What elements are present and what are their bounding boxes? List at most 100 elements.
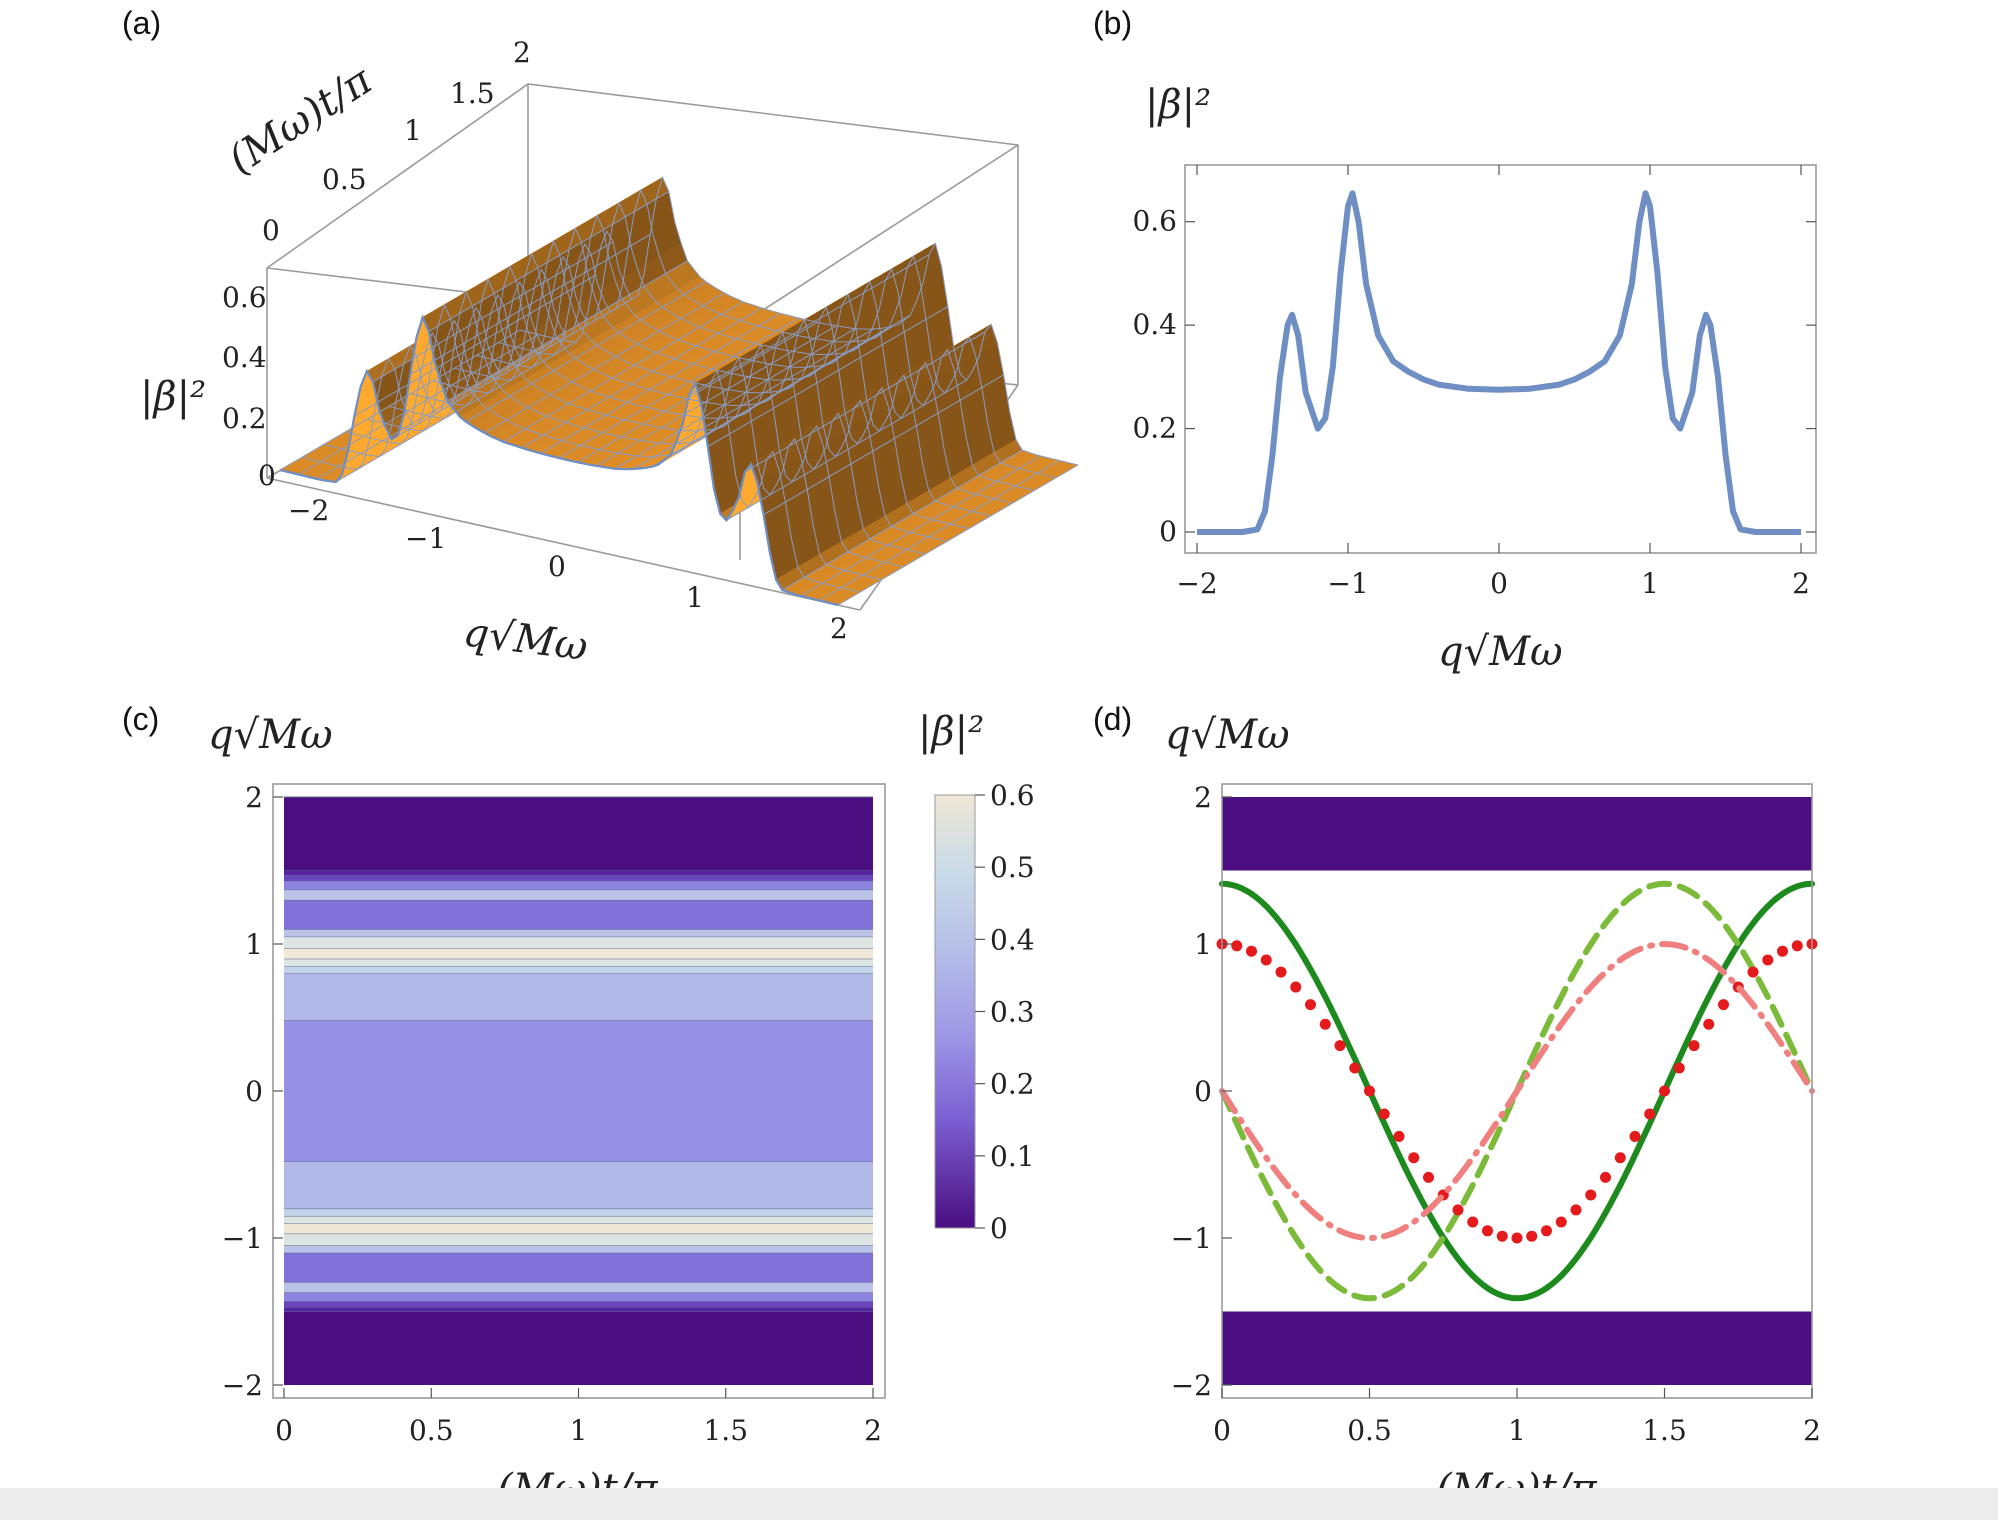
dotted-trajectory-point [1290,981,1302,993]
surface-mesh-line [595,325,837,467]
panel-b-x-tick-label: −2 [1176,567,1217,600]
panel-a-z-ticks: 0 0.2 0.4 0.6 [222,281,276,492]
surface-mesh-line [316,338,558,480]
heatmap-band [284,1245,873,1253]
surface-mesh-line [279,329,521,471]
surface-mesh-line [688,254,930,395]
dotted-trajectory-point [1629,1130,1641,1142]
panel-b-y-tick-label: 0.4 [1132,308,1177,341]
panel-d-y-tick-label: 0 [1194,1075,1212,1108]
heatmap-band [284,936,873,949]
dotted-trajectory-point [1378,1108,1390,1120]
panel-d-y-label: q√Mω [1165,712,1290,758]
surface-mesh-line [391,298,632,440]
heatmap-band [284,1215,873,1224]
panel-b-x-tick-label: −1 [1327,567,1368,600]
panel-a-z-tick: 0.2 [222,402,267,435]
dotted-trajectory-point [1555,1216,1567,1228]
panel-a-z-tick: 0.4 [222,341,267,374]
surface-mesh-line [670,314,911,456]
heatmap-band [284,1301,873,1308]
panel-c-ticks: 0 0.5 1 1.5 2 −2 −1 0 1 2 [222,781,882,1447]
heatmap-band [284,1161,873,1209]
surface-mesh-line [651,326,893,468]
surface-mesh-line [819,460,1060,601]
colorbar-tick-label: 0.3 [990,996,1035,1029]
panel-b-y-tick-label: 0 [1159,515,1177,548]
panel-a-t-ticks: 0 0.5 1 1.5 2 [262,36,531,247]
dotted-trajectory-point [1644,1108,1656,1120]
dotted-trajectory-point [1659,1085,1670,1097]
heatmap-band [284,874,873,881]
panel-c-x-tick-label: 2 [864,1414,882,1447]
dotted-trajectory-point [1673,1062,1685,1074]
dotted-trajectory-point [1762,954,1774,966]
panel-c-y-label: q√Mω [208,712,333,758]
dotted-trajectory-point [1334,1040,1346,1052]
colorbar-tick-label: 0.5 [990,851,1035,884]
dotted-trajectory-point [1423,1171,1434,1183]
panel-d-x-tick-label: 1.5 [1642,1414,1687,1447]
heatmap-band [284,1252,873,1283]
heatmap-band [284,1307,873,1312]
surface-mesh-line [484,292,725,434]
panel-a-t-tick: 2 [513,36,531,69]
panel-c-y-tick-label: −2 [222,1369,263,1402]
dotted-trajectory-point [1393,1130,1405,1142]
dotted-trajectory-point [1260,954,1272,966]
panel-c-x-tick-label: 1 [570,1414,588,1447]
surface-mesh-line [354,275,595,417]
panel-a-t-tick: 1.5 [450,77,495,110]
panel-a-q-tick: −1 [405,522,446,555]
panel-b-x-tick-label: 2 [1792,567,1810,600]
heatmap-band [284,1311,873,1385]
panel-a-q-tick: −2 [288,494,329,527]
dotted-trajectory-point [1496,1230,1508,1242]
panel-a-z-tick: 0.6 [222,281,267,314]
panel-c-x-tick-label: 0 [275,1414,293,1447]
panel-d-y-tick-label: −1 [1171,1222,1212,1255]
dotted-trajectory-point [1688,1040,1700,1052]
surface-mesh-line [763,374,1004,516]
excluded-band [1222,1311,1812,1385]
panel-a-q-tick: 1 [686,581,704,614]
panel-b-frame [1184,164,1817,554]
heatmap-band [284,929,873,937]
heatmap-band [284,899,873,930]
dotted-trajectory-point [1349,1062,1361,1074]
surface-mesh-line [502,301,744,443]
panel-a-q-ticks: −2 −1 0 1 2 [288,494,848,645]
panel-c-y-tick-label: −1 [222,1222,263,1255]
panel-d-ticks: 0 0.5 1 1.5 2 −2 −1 0 1 2 [1171,781,1821,1447]
heatmap-band [284,1208,873,1216]
panel-a-surface [279,175,1079,607]
heatmap-band [284,880,873,890]
panel-c-y-tick-label: 2 [245,781,263,814]
heatmap-band [284,1223,873,1234]
dotted-trajectory-point [1408,1152,1420,1164]
panel-a-t-tick: 0 [262,214,280,247]
panel-a-q-tick: 0 [548,550,566,583]
panel-c-y-tick-label: 1 [245,928,263,961]
surface-mesh-line [428,191,670,332]
heatmap-band [284,1282,873,1293]
panel-b-ticks: −2 −1 0 1 2 0 0.2 0.4 0.6 [1132,165,1816,600]
dotted-trajectory-point [1511,1232,1523,1244]
surface-mesh-line [521,307,763,449]
heatmap-band [284,1292,873,1302]
panel-c-label: (c) [122,701,159,737]
dotted-trajectory-point [1305,999,1316,1011]
panel-d-series [1216,880,1818,1302]
dotted-trajectory-point [1275,966,1287,978]
panel-d-y-tick-label: −2 [1171,1369,1212,1402]
dotted-trajectory-point [1482,1225,1493,1237]
panel-b-x-label: q√Mω [1438,629,1563,675]
dotted-trajectory-point [1791,940,1803,952]
panel-b-y-tick-label: 0.2 [1132,412,1177,445]
colorbar-label: |β|² [918,709,984,755]
heatmap-band [284,797,873,871]
panel-b-label: (b) [1093,5,1132,41]
panel-a-t-tick: 1 [404,114,422,147]
